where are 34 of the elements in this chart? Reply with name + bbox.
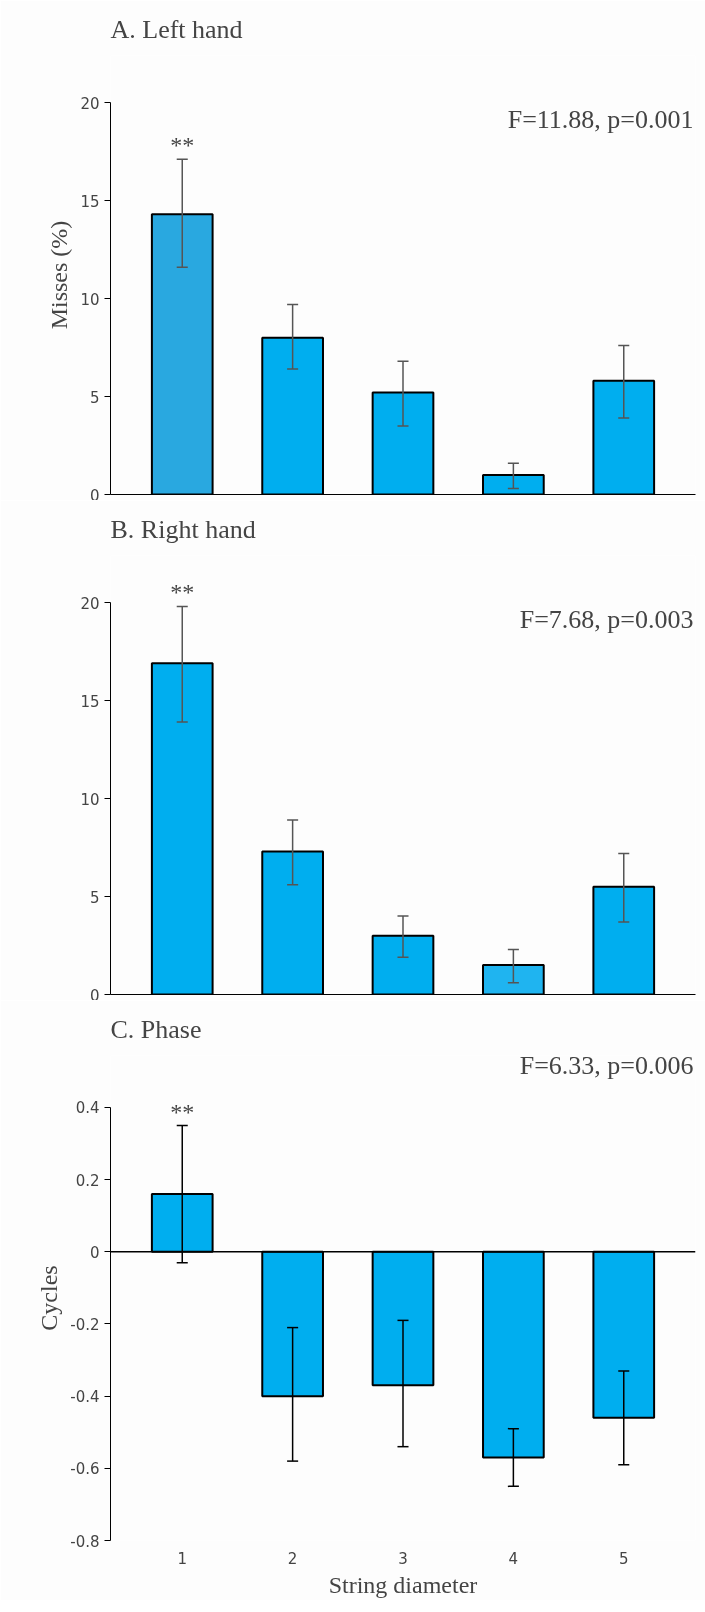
x-tick-label: 1 (177, 1549, 188, 1568)
x-tick-label: 3 (398, 1549, 408, 1568)
annotation: ** (170, 132, 195, 159)
x-tick-label: 4 (508, 1549, 519, 1568)
y-tick-label: -0.8 (70, 1532, 100, 1551)
y-tick-label: 5 (89, 388, 100, 407)
y-tick-label: 20 (80, 94, 100, 113)
x-tick-label: 2 (287, 1549, 298, 1568)
y-tick-label: 5 (89, 888, 100, 907)
annotation: F=11.88, p=0.001 (507, 104, 694, 134)
y-tick-label: 20 (80, 594, 100, 613)
y-tick-label: -0.4 (70, 1388, 100, 1407)
x-tick-label: 5 (618, 1549, 629, 1568)
x-axis-title: String diameter (328, 1571, 478, 1598)
y-tick-label: 10 (80, 290, 100, 309)
y-tick-label: 0 (89, 486, 100, 505)
y-tick-label: -0.6 (70, 1460, 100, 1479)
chart-title: B. Right hand (110, 514, 256, 544)
y-tick-label: 0 (89, 986, 100, 1005)
chart-title: C. Phase (110, 1014, 202, 1044)
annotation: ** (170, 579, 195, 606)
text: F=6.33, p=0.006 (519, 1050, 694, 1080)
y-tick-label: 0.2 (75, 1171, 100, 1190)
annotation: ** (170, 1098, 195, 1125)
y-tick-label: 10 (80, 790, 100, 809)
annotation: F=7.68, p=0.003 (519, 604, 694, 634)
chart-title: A. Left hand (110, 14, 243, 44)
y-axis-title: Misses (%) (46, 220, 73, 330)
y-tick-label: -0.2 (70, 1315, 100, 1334)
y-tick-label: 0.4 (75, 1099, 100, 1118)
y-axis-title: Cycles (36, 1265, 63, 1331)
y-tick-label: 0 (89, 1243, 100, 1262)
y-tick-label: 15 (80, 192, 100, 211)
y-tick-label: 15 (80, 692, 100, 711)
